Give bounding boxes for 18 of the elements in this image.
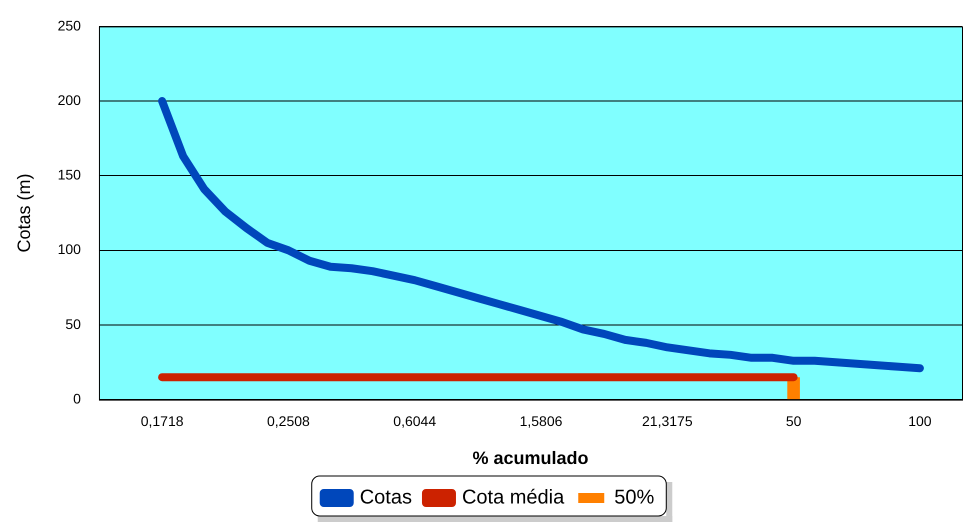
x-tick-label: 0,2508 xyxy=(266,412,310,429)
x-tick-label: 21,3175 xyxy=(642,412,693,429)
legend-label: 50% xyxy=(614,486,654,509)
y-tick-label: 250 xyxy=(58,17,82,34)
x-tick-label: 1,5806 xyxy=(520,412,563,429)
legend-label: Cota média xyxy=(462,486,566,509)
x-tick-label: 100 xyxy=(908,412,932,429)
x-tick-label: 0,1718 xyxy=(140,412,184,429)
x-tick-label: 50 xyxy=(786,412,802,429)
y-tick-label: 0 xyxy=(73,390,82,406)
y-tick-label: 50 xyxy=(65,316,82,332)
y-tick-label: 200 xyxy=(58,92,82,108)
y-tick-label: 100 xyxy=(58,241,82,258)
legend-label: Cotas xyxy=(360,486,412,509)
x-axis-title: % acumulado xyxy=(472,448,588,468)
y-tick-label: 150 xyxy=(58,166,82,183)
y-axis-title: Cotas (m) xyxy=(14,173,34,253)
x-tick-label: 0,6044 xyxy=(393,412,436,429)
